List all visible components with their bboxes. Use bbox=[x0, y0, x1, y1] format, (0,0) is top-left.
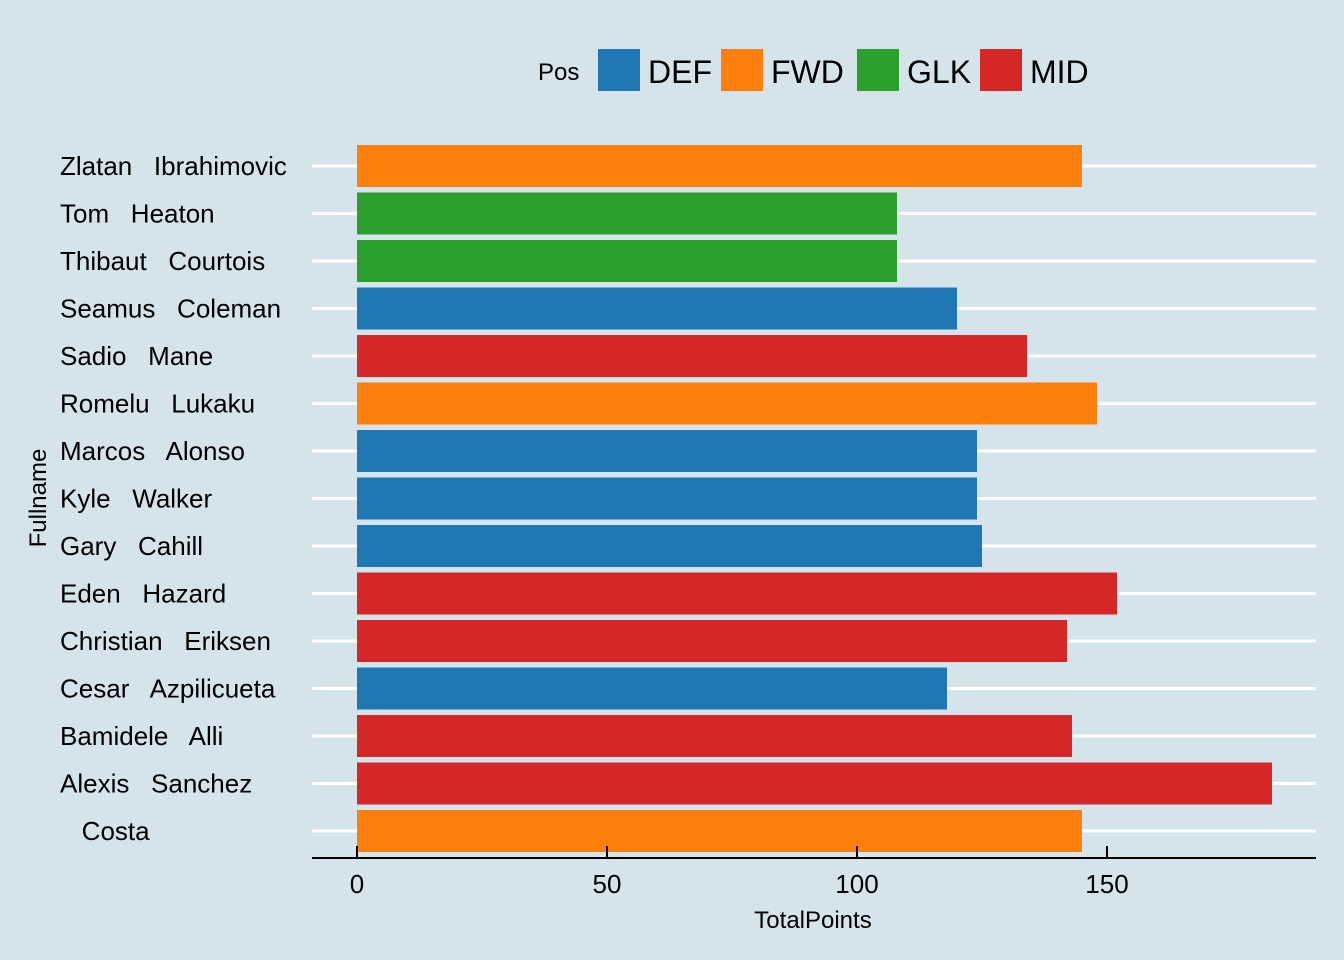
category-label: Thibaut Courtois bbox=[60, 246, 265, 276]
legend-swatch-mid bbox=[980, 49, 1022, 91]
legend: Pos DEF FWD GLK MID bbox=[538, 49, 1089, 91]
bar bbox=[357, 477, 977, 520]
legend-swatch-def bbox=[598, 49, 640, 91]
bar bbox=[357, 192, 897, 235]
x-tick-label: 100 bbox=[835, 869, 878, 899]
category-label: Seamus Coleman bbox=[60, 294, 281, 324]
category-label: Marcos Alonso bbox=[60, 436, 245, 466]
legend-label-def: DEF bbox=[648, 54, 712, 90]
legend-swatch-glk bbox=[857, 49, 899, 91]
bar bbox=[357, 145, 1082, 187]
bar bbox=[357, 240, 897, 282]
category-label: Romelu Lukaku bbox=[60, 389, 255, 419]
x-axis: 0 50 100 150 bbox=[312, 846, 1316, 899]
bar bbox=[357, 810, 1082, 852]
category-label: Tom Heaton bbox=[60, 199, 215, 229]
x-tick-label: 50 bbox=[593, 869, 622, 899]
category-label: Kyle Walker bbox=[60, 484, 213, 514]
bar bbox=[357, 572, 1117, 615]
category-label: Costa bbox=[60, 816, 150, 846]
bar bbox=[357, 715, 1072, 757]
x-tick-label: 0 bbox=[350, 869, 364, 899]
x-axis-title: TotalPoints bbox=[754, 907, 871, 934]
category-label: Cesar Azpilicueta bbox=[60, 674, 276, 704]
bar bbox=[357, 667, 947, 710]
bar bbox=[357, 335, 1027, 377]
legend-label-fwd: FWD bbox=[771, 54, 844, 90]
category-label: Christian Eriksen bbox=[60, 626, 271, 656]
bar bbox=[357, 525, 982, 567]
category-label: Gary Cahill bbox=[60, 531, 203, 561]
legend-swatch-fwd bbox=[721, 49, 763, 91]
bar bbox=[357, 287, 957, 330]
legend-label-glk: GLK bbox=[907, 54, 971, 90]
bar bbox=[357, 430, 977, 472]
bar bbox=[357, 620, 1067, 662]
bar bbox=[357, 762, 1272, 805]
x-tick-label: 150 bbox=[1085, 869, 1128, 899]
y-axis-title: Fullname bbox=[25, 449, 52, 548]
legend-title: Pos bbox=[538, 59, 579, 86]
category-label: Eden Hazard bbox=[60, 579, 226, 609]
category-label: Sadio Mane bbox=[60, 341, 213, 371]
bar bbox=[357, 382, 1097, 425]
category-labels: Zlatan Ibrahimovic Tom Heaton Thibaut Cour… bbox=[60, 151, 287, 846]
category-label: Bamidele Alli bbox=[60, 721, 223, 751]
category-label: Alexis Sanchez bbox=[60, 769, 252, 799]
legend-label-mid: MID bbox=[1030, 54, 1089, 90]
category-label: Zlatan Ibrahimovic bbox=[60, 151, 287, 181]
bars bbox=[357, 145, 1272, 852]
